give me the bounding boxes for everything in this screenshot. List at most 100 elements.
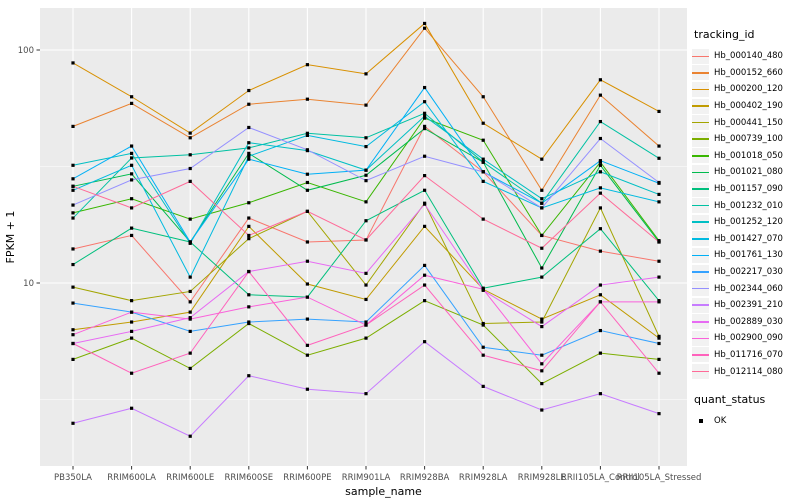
series-color-line-icon [692,72,709,74]
data-point [247,157,251,161]
data-point [71,421,75,425]
legend-key [692,164,709,180]
data-point [657,156,661,160]
data-point [188,179,192,183]
data-point [130,329,134,333]
x-tick-label: RRII105LA_Control [561,473,640,483]
data-point [130,144,134,148]
data-point [423,126,427,131]
series-color-line-icon [692,171,709,174]
data-point [188,275,192,279]
data-point [657,109,661,114]
data-point [598,227,602,231]
data-point [423,174,427,178]
data-point [71,262,75,267]
legend-item: Hb_000140_480 [692,48,798,65]
data-point [71,188,75,192]
x-tick-label: RRIM901LA [342,473,391,483]
data-point [305,148,309,152]
data-point [657,144,661,148]
data-point [540,369,544,373]
data-point [130,178,134,182]
data-point [598,300,602,304]
data-point [657,412,661,416]
x-tick-label: RRIM928BA [400,473,450,483]
y-axis-title: FPKM + 1 [4,211,17,264]
legend-title-quant-status: quant_status [694,392,766,406]
data-point [188,300,192,304]
data-point [657,240,661,244]
data-point [598,170,602,174]
series-color-line-icon [692,221,709,224]
data-point [247,141,251,145]
data-point [540,353,544,357]
legend-item: Hb_001232_010 [692,197,798,214]
data-point [423,263,427,267]
data-point [71,203,75,207]
data-point [657,200,661,204]
data-point [481,121,485,125]
legend-item-label: Hb_002344_060 [714,283,783,294]
data-point [130,206,134,210]
data-point [247,154,251,158]
data-point [305,295,309,299]
data-point [423,21,427,26]
data-point [598,136,602,141]
data-point [130,197,134,201]
data-point [598,392,602,396]
data-point [305,317,309,321]
legend-item: Hb_000402_190 [692,98,798,115]
legend-key [692,181,709,197]
data-point [247,293,251,297]
data-point [71,211,75,215]
series-color-line-icon [692,354,709,356]
data-point [71,301,75,305]
x-tick-label: RRIM600PE [283,473,331,483]
quant-legend-items: OK [692,413,798,430]
data-point [423,114,427,118]
data-point [71,124,75,129]
data-point [481,345,485,349]
data-point [71,184,75,188]
data-point [130,406,134,410]
legend-item: Hb_001157_090 [692,181,798,198]
x-tick-label: RRIM928LE [518,473,566,483]
data-point [130,163,134,167]
data-point [305,387,309,391]
data-point [130,95,134,99]
data-point [423,188,427,192]
data-point [130,156,134,160]
data-point [481,384,485,388]
data-point [598,78,602,82]
data-point [598,206,602,210]
legend-item-label: Hb_002391_210 [714,300,783,311]
x-tick-label: RRIM600SE [224,473,273,483]
legend-key [692,48,709,64]
series-color-line-icon [692,337,709,340]
legend-item: Hb_011716_070 [692,347,798,364]
data-point [423,111,427,115]
data-point [71,333,75,337]
data-point [305,188,309,192]
data-point [481,179,485,183]
data-point [364,136,368,140]
quant-legend-item-label: OK [714,416,727,427]
legend-item: Hb_001761_130 [692,247,798,264]
data-point [247,151,251,155]
legend-item-label: Hb_001157_090 [714,184,783,195]
legend-item-label: Hb_012114_080 [714,366,783,377]
legend-item: Hb_002217_030 [692,264,798,281]
data-point [188,317,192,321]
data-point [71,285,75,289]
legend-title-tracking-id: tracking_id [694,28,755,41]
legend-key [692,148,709,164]
data-point [188,153,192,157]
legend-key [692,297,709,313]
legend-item-label: Hb_000402_190 [714,101,783,112]
data-point [540,317,544,321]
data-point [481,353,485,357]
data-point [423,340,427,344]
quant-legend-item: OK [692,413,798,430]
legend-key [692,115,709,131]
x-tick-label: RRIM928LA [459,473,508,483]
